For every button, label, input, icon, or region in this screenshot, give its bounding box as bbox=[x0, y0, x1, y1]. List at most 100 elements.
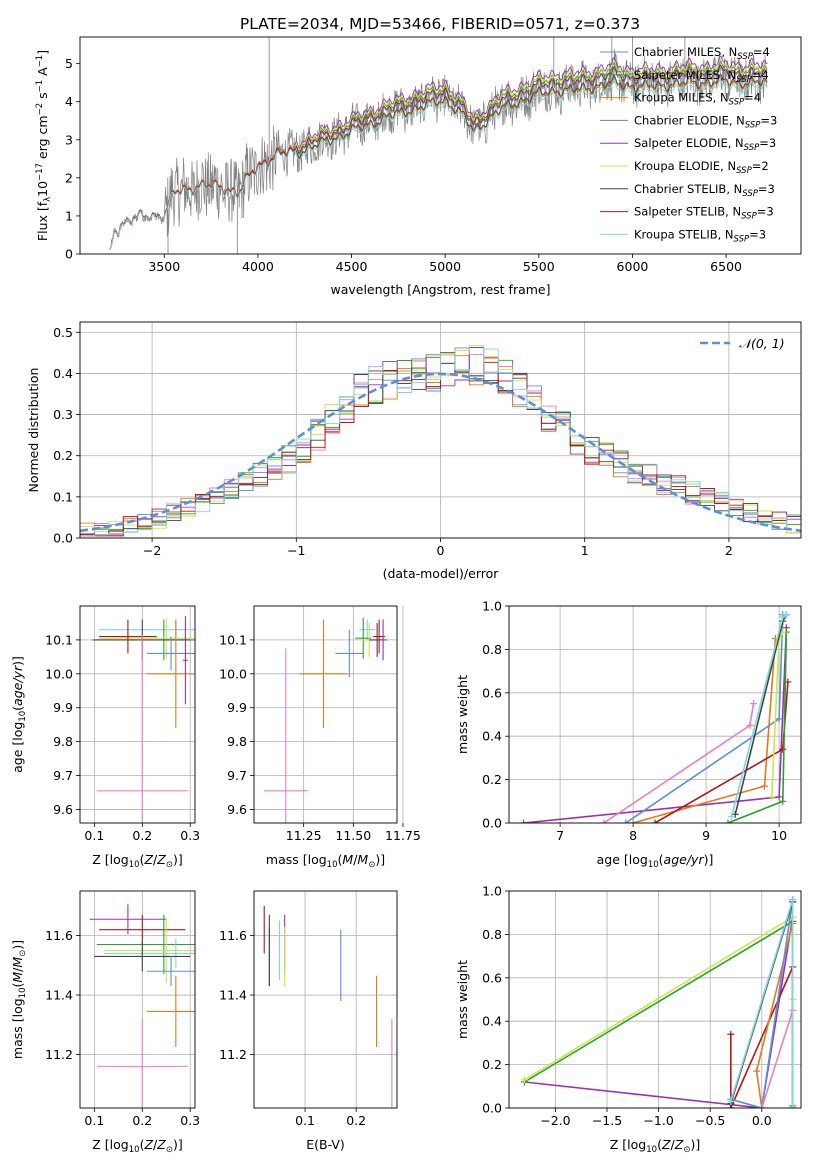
x-tick-label: 0.1 bbox=[295, 1113, 315, 1128]
mass-weight-series bbox=[651, 678, 792, 823]
y-tick-label: 11.2 bbox=[45, 1047, 73, 1062]
mass-weight-marker bbox=[758, 1104, 766, 1108]
axes-frame bbox=[253, 605, 398, 824]
plot-area bbox=[263, 905, 393, 1108]
x-tick-label: 0.2 bbox=[346, 1113, 366, 1128]
y-tick-label: 0.0 bbox=[482, 1101, 502, 1116]
mass-weight-marker bbox=[779, 745, 787, 753]
error-bar-point bbox=[94, 941, 191, 972]
error-bar-point bbox=[147, 619, 195, 729]
mass-weight-marker bbox=[727, 1097, 735, 1105]
axes-mass-vs-Z: 0.1 0.2 0.3 11.2 11.4 11.6 Z [log10(Z/Z⊙)] mass… bbox=[10, 890, 200, 1155]
x-tick-label: 0.1 bbox=[84, 828, 104, 843]
histogram-series bbox=[80, 352, 801, 537]
plot-area bbox=[520, 896, 797, 1108]
plot-area bbox=[91, 616, 195, 823]
y-tick-label: 0.4 bbox=[53, 366, 73, 381]
mass-weight-marker bbox=[789, 1104, 797, 1108]
mass-weight-series bbox=[600, 700, 758, 823]
y-tick-label: 0.5 bbox=[53, 325, 73, 340]
axes-frame bbox=[79, 36, 802, 255]
y-tick-label: 0.0 bbox=[53, 531, 73, 546]
x-tick-label: 0.3 bbox=[180, 1113, 200, 1128]
legend-entry: Chabrier MILES, NSSP=4 bbox=[634, 45, 770, 62]
y-tick-label: 10.1 bbox=[219, 632, 247, 647]
x-axis-label: age [log10(age/yr)] bbox=[597, 852, 714, 870]
mass-weight-series bbox=[727, 896, 797, 1108]
mass-weight-marker bbox=[750, 700, 758, 708]
mass-weight-marker bbox=[600, 819, 608, 823]
y-tick-label: 0.8 bbox=[482, 642, 502, 657]
plot-area bbox=[80, 344, 801, 537]
y-tick-label: 11.4 bbox=[219, 988, 247, 1003]
y-tick-label: 0.1 bbox=[53, 489, 73, 504]
ticks: −2 −1 0 1 2 0.0 0.1 0.2 0.3 0.4 0.5 bbox=[53, 325, 733, 558]
x-tick-label: −1.5 bbox=[592, 1113, 622, 1128]
error-bar-point bbox=[103, 917, 195, 984]
axes-frame bbox=[508, 605, 802, 824]
x-tick-label: 11.50 bbox=[335, 828, 371, 843]
model-spectrum-line bbox=[109, 73, 768, 250]
ticks: 0.1 0.2 0.3 11.2 11.4 11.6 bbox=[45, 928, 200, 1128]
legend-entry: 𝒩(0, 1) bbox=[739, 336, 785, 351]
x-tick-label: 10 bbox=[771, 828, 787, 843]
y-tick-label: 10.0 bbox=[45, 666, 73, 681]
mass-weight-marker bbox=[775, 793, 783, 801]
model-spectrum-line bbox=[109, 64, 768, 250]
x-tick-label: −2 bbox=[143, 543, 161, 558]
mass-weight-marker bbox=[789, 896, 797, 904]
axes-mass-vs-EBV: 0.1 0.2 11.2 11.4 11.6 E(B-V) bbox=[219, 890, 398, 1152]
x-tick-label: 0.2 bbox=[132, 828, 152, 843]
axes-mass-weight-vs-Z: −2.0 −1.5 −1.0 −0.5 0.0 0.0 0.2 0.4 0.6 0.8 1.0 Z [… bbox=[455, 884, 802, 1155]
y-tick-label: 0.3 bbox=[53, 407, 73, 422]
plot-area bbox=[89, 904, 195, 1108]
plot-area bbox=[520, 611, 792, 823]
y-tick-label: 9.8 bbox=[227, 734, 247, 749]
legend-entry: Chabrier STELIB, NSSP=3 bbox=[634, 182, 775, 199]
mass-weight-marker bbox=[520, 1076, 528, 1084]
y-tick-label: 0 bbox=[65, 247, 73, 262]
axes-frame bbox=[79, 321, 802, 539]
plot-area bbox=[109, 37, 768, 254]
y-tick-label: 9.6 bbox=[53, 802, 73, 817]
y-tick-label: 1 bbox=[65, 208, 73, 223]
y-tick-label: 0.4 bbox=[482, 729, 502, 744]
x-tick-label: −2.0 bbox=[540, 1113, 570, 1128]
mass-weight-marker bbox=[746, 721, 754, 729]
model-spectrum-line bbox=[109, 79, 768, 250]
ticks: −2.0 −1.5 −1.0 −0.5 0.0 0.0 0.2 0.4 0.6 0.8 1.0 bbox=[482, 884, 772, 1129]
axes-mass-weight-vs-age: 7 8 9 10 0.0 0.2 0.4 0.6 0.8 1.0 age [log10(age/yr… bbox=[455, 599, 802, 870]
error-bar-point bbox=[355, 617, 372, 659]
figure-title: PLATE=2034, MJD=53466, FIBERID=0571, z=0… bbox=[240, 15, 640, 33]
x-tick-label: 9 bbox=[702, 828, 710, 843]
gaussian-reference-curve bbox=[80, 372, 801, 533]
mass-weight-line bbox=[654, 681, 789, 823]
error-bar-point bbox=[99, 914, 186, 945]
x-axis-label: E(B-V) bbox=[306, 1137, 345, 1152]
error-bar-point bbox=[96, 914, 195, 975]
x-tick-label: 5000 bbox=[429, 259, 461, 274]
grid bbox=[80, 891, 195, 1108]
error-bar-point bbox=[99, 617, 195, 659]
mass-weight-series bbox=[724, 628, 790, 823]
mass-weight-series bbox=[728, 611, 790, 820]
y-tick-label: 0.6 bbox=[482, 685, 502, 700]
y-tick-label: 11.6 bbox=[219, 928, 247, 943]
mass-weight-line bbox=[603, 703, 755, 823]
mass-weight-marker bbox=[768, 793, 776, 801]
error-bar-point bbox=[147, 956, 195, 987]
x-axis-label: (data-model)/error bbox=[383, 566, 500, 581]
x-tick-label: −1 bbox=[287, 543, 305, 558]
legend-entry: Kroupa STELIB, NSSP=3 bbox=[634, 227, 766, 244]
y-tick-label: 0.8 bbox=[482, 927, 502, 942]
ticks: 11.25 11.50 11.75 9.6 9.7 9.8 9.9 10.0 10.1 bbox=[219, 632, 421, 843]
legend-entry: Kroupa ELODIE, NSSP=2 bbox=[634, 159, 769, 176]
y-tick-label: 9.9 bbox=[53, 700, 73, 715]
grid bbox=[254, 891, 397, 1108]
y-tick-label: 0.0 bbox=[482, 816, 502, 831]
y-axis-label: Normed distribution bbox=[26, 368, 41, 493]
error-bar-point bbox=[99, 619, 157, 654]
x-tick-label: 0.0 bbox=[752, 1113, 772, 1128]
mass-weight-line bbox=[730, 899, 794, 1108]
